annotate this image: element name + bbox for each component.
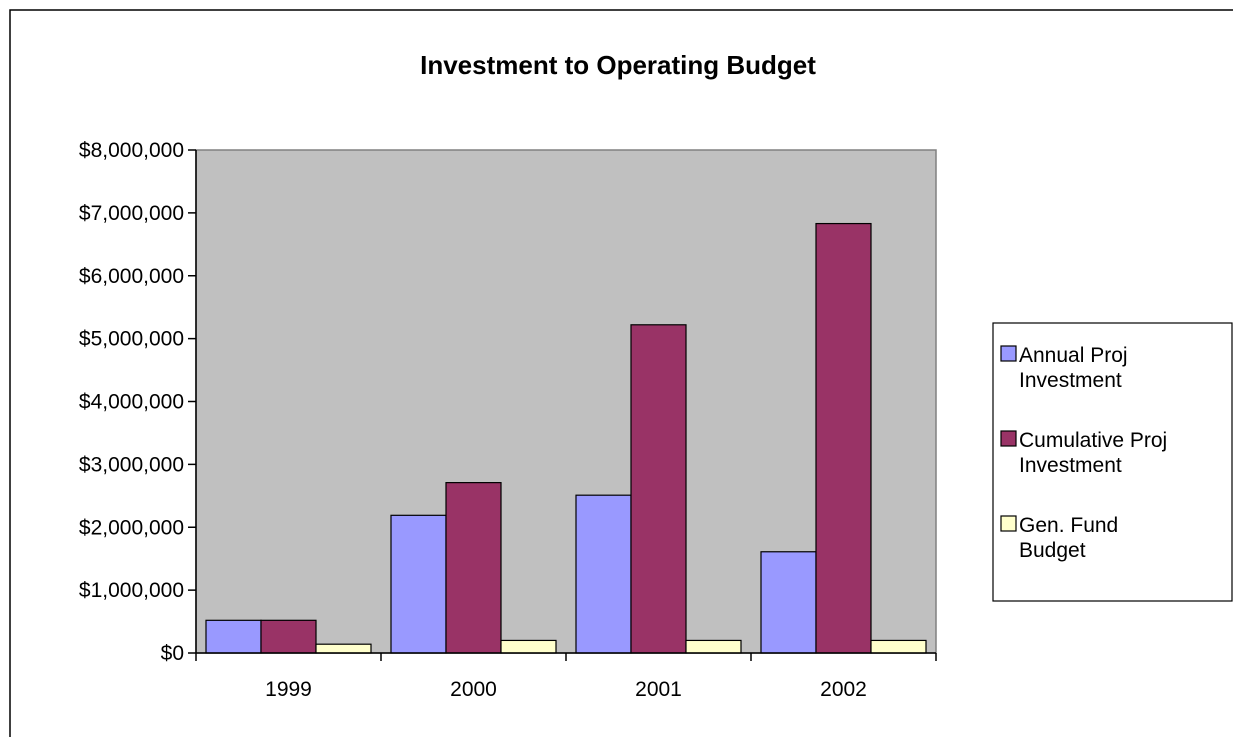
bar-2-2000: [445, 482, 502, 654]
chart-title: Investment to Operating Budget: [420, 50, 816, 80]
bar-3-2002: [870, 639, 927, 654]
y-tick-label: $7,000,000: [79, 202, 184, 225]
y-tick-label: $5,000,000: [79, 328, 184, 351]
legend-swatch-2: [1000, 430, 1017, 447]
legend-box: [992, 322, 1233, 602]
y-tick-label: $3,000,000: [79, 453, 184, 476]
bar-1-2000: [390, 514, 447, 654]
legend-label-2: Cumulative Proj: [1019, 429, 1167, 452]
legend-swatch-1: [1000, 345, 1017, 362]
bar-2-2002: [815, 222, 872, 654]
y-tick-label: $6,000,000: [79, 265, 184, 288]
legend-label-2: Investment: [1019, 454, 1122, 477]
bar-1-2001: [575, 494, 632, 654]
y-tick-label: $1,000,000: [79, 579, 184, 602]
legend-swatch-3: [1000, 515, 1017, 532]
legend-label-1: Annual Proj: [1019, 344, 1128, 367]
y-tick-label: $4,000,000: [79, 391, 184, 414]
bar-1-1999: [205, 619, 262, 654]
bar-3-1999: [315, 643, 372, 654]
bar-2-2001: [630, 324, 687, 654]
legend-label-3: Gen. Fund: [1019, 514, 1118, 537]
x-tick-label: 2000: [450, 678, 497, 701]
x-tick-label: 2002: [820, 678, 867, 701]
y-tick-label: $0: [161, 642, 184, 665]
bars-group: [205, 222, 927, 654]
axes-group: $0 $1,000,000 $2,000,000 $3,000,000 $4,000,0…: [79, 139, 937, 701]
bar-2-1999: [260, 619, 317, 654]
legend-label-1: Investment: [1019, 369, 1122, 392]
x-tick-label: 2001: [635, 678, 682, 701]
x-tick-label: 1999: [265, 678, 312, 701]
bar-3-2000: [500, 639, 557, 654]
bar-3-2001: [685, 639, 742, 654]
y-tick-label: $2,000,000: [79, 516, 184, 539]
y-tick-label: $8,000,000: [79, 139, 184, 162]
legend-label-3: Budget: [1019, 539, 1086, 562]
bar-1-2002: [760, 551, 817, 654]
